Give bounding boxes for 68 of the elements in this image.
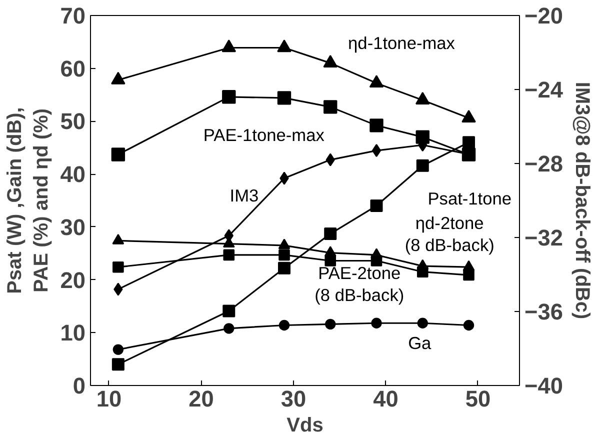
- point: [325, 318, 336, 330]
- point: [278, 262, 290, 274]
- point: [277, 40, 292, 52]
- point: [326, 153, 335, 166]
- point: [372, 144, 382, 158]
- series-label: PAE-2tone (8 dB-back): [314, 262, 404, 305]
- y-tick-label: 30: [60, 214, 86, 240]
- point: [112, 234, 124, 244]
- y-tick-label: 0: [72, 372, 86, 398]
- point: [415, 92, 430, 104]
- x-tick-label: 10: [96, 386, 122, 412]
- point: [111, 72, 126, 84]
- y2-tick-label: −40: [524, 372, 563, 398]
- point: [112, 358, 124, 371]
- series-label: Psat-1tone: [428, 188, 512, 209]
- x-axis-title: Vds: [286, 414, 324, 436]
- point: [277, 91, 292, 105]
- series-label: PAE-1tone-max: [203, 124, 325, 145]
- point: [278, 238, 290, 250]
- point: [371, 318, 382, 328]
- x-tick-label: 30: [280, 386, 306, 412]
- point: [222, 40, 236, 52]
- point: [463, 269, 474, 281]
- y-tick-label: 60: [60, 55, 86, 82]
- y-axis-title: Psat (W) ,Gain (dB), PAE (%) and ηd (%): [4, 107, 52, 294]
- y-tick-label: 70: [60, 2, 86, 28]
- series-label: ηd-1tone-max: [348, 33, 456, 54]
- y2-tick-label: −32: [524, 224, 563, 250]
- y2-tick-label: −20: [524, 2, 563, 28]
- series-label: Ga: [408, 333, 432, 354]
- point: [222, 90, 236, 104]
- point: [223, 249, 235, 261]
- point: [463, 320, 474, 331]
- y-tick-label: 50: [60, 108, 86, 134]
- y2-tick-label: −28: [524, 150, 563, 176]
- x-tick-label: 20: [188, 386, 214, 412]
- point: [462, 110, 476, 122]
- point: [112, 261, 124, 273]
- point: [112, 344, 124, 355]
- point: [323, 54, 338, 68]
- y2-axis-title: IM3@8 dB-back-off (dBc): [570, 82, 593, 320]
- point: [324, 228, 337, 240]
- point: [370, 255, 382, 266]
- point: [224, 323, 234, 334]
- point: [278, 320, 290, 331]
- series-label: IM3: [230, 185, 259, 206]
- point: [222, 304, 236, 318]
- point: [416, 159, 429, 172]
- y-tick-label: 20: [60, 266, 86, 293]
- legend-label: ηd-2tone (8 dB-back): [404, 213, 494, 256]
- point: [278, 249, 290, 261]
- point: [324, 100, 338, 114]
- point: [111, 148, 126, 162]
- point: [280, 172, 289, 185]
- point: [370, 118, 384, 132]
- point: [369, 75, 384, 88]
- point: [462, 136, 476, 149]
- point: [324, 255, 336, 266]
- x-tick-label: 50: [465, 386, 491, 412]
- y2-tick-label: −24: [524, 76, 564, 102]
- x-tick-label: 40: [373, 386, 398, 412]
- point: [416, 266, 428, 278]
- y-tick-label: 40: [60, 161, 86, 188]
- point: [417, 318, 428, 328]
- point: [370, 200, 383, 212]
- point: [114, 282, 123, 296]
- y2-tick-label: −36: [524, 298, 563, 324]
- y-tick-label: 10: [60, 320, 86, 346]
